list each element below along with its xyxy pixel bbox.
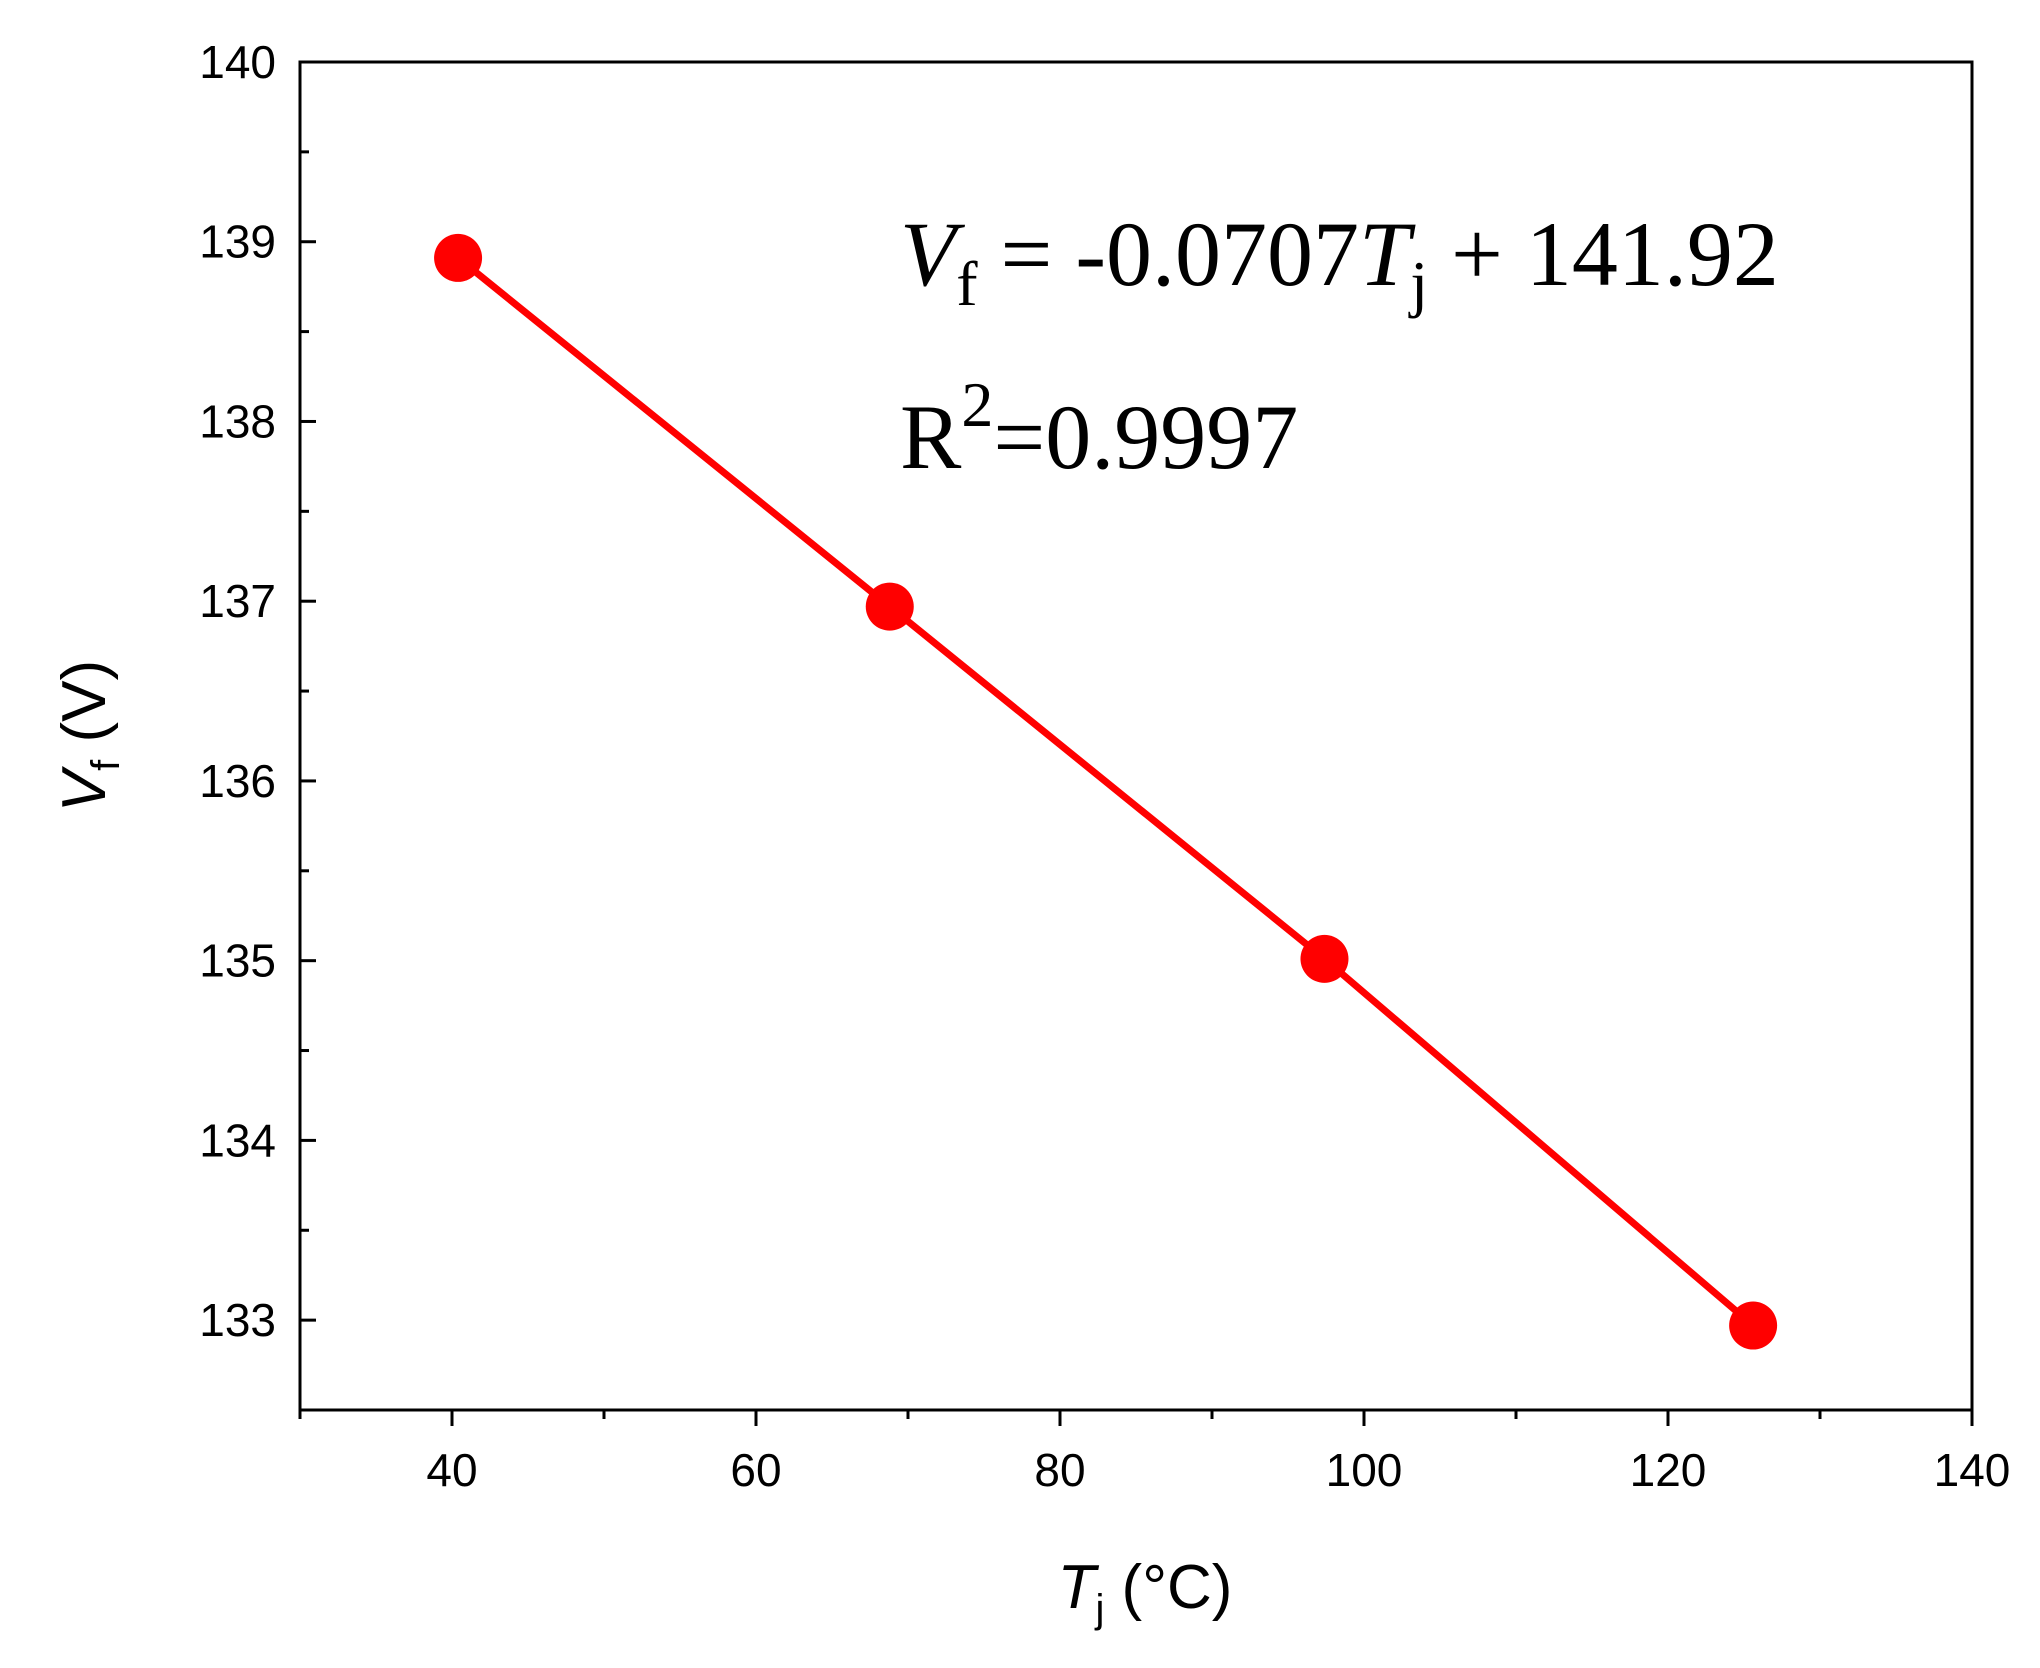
data-point [434,233,483,282]
y-tick-label: 135 [199,935,276,987]
x-axis-title: Tj (°C) [1058,1553,1233,1631]
y-tick-label: 133 [199,1294,276,1346]
y-tick-label: 139 [199,216,276,268]
x-tick-label: 120 [1630,1444,1707,1496]
data-point [865,582,914,631]
y-tick-label: 137 [199,575,276,627]
y-tick-label: 134 [199,1114,276,1166]
series-line-path [455,255,1756,1329]
x-tick-label: 80 [1034,1444,1085,1496]
x-tick-label: 100 [1326,1444,1403,1496]
data-point [1729,1301,1778,1350]
plot-frame [298,60,1974,1412]
series-points [434,233,1778,1350]
x-tick-label: 40 [426,1444,477,1496]
r-squared-annotation: R2=0.9997 [900,369,1298,488]
y-tick-label: 136 [199,755,276,807]
y-tick-label: 140 [199,36,276,88]
x-tick-label: 60 [730,1444,781,1496]
x-tick-label: 140 [1934,1444,2011,1496]
equation-annotation: Vf = -0.0707Tj + 141.92 [900,203,1779,319]
y-axis-title: Vf (V) [50,660,128,812]
y-tick-label: 138 [199,395,276,447]
y-axis: 133 134 135 136 137 138 139 140 [199,36,316,1412]
data-point [1300,934,1349,983]
series-line [455,255,1756,1329]
x-axis: 40 60 80 100 120 140 [298,1410,2011,1496]
